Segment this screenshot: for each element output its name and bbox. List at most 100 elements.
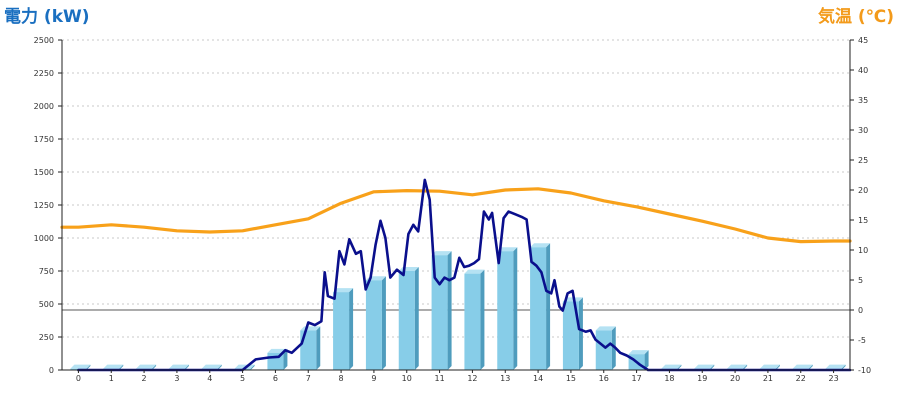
grid-lines [62,39,850,338]
power-bar-side [710,364,715,370]
power-bar-top [530,243,551,248]
right-tick-label: 35 [858,96,868,105]
left-tick-label: 0 [49,366,54,375]
power-bar-front [562,301,579,370]
x-tick-label: 18 [664,374,674,383]
power-bar-side [611,326,616,370]
power-bar-front [431,255,448,370]
x-tick-label: 10 [402,374,412,383]
left-tick-label: 1000 [34,234,54,243]
right-tick-label: -5 [858,336,866,345]
x-tick-label: 19 [697,374,707,383]
left-tick-label: 1250 [34,201,54,210]
right-axis-label: 気温 (℃) [817,7,894,27]
power-bar-front [300,330,317,370]
power-bar-16 [595,326,616,370]
left-tick-label: 1500 [34,168,54,177]
power-bar-top [628,350,649,355]
power-bar-top [661,364,682,369]
power-bar-side [152,364,157,370]
power-bar-side [677,364,682,370]
power-bar-top [103,364,124,369]
x-tick-label: 11 [434,374,444,383]
right-tick-label: 10 [858,246,868,255]
power-bar-13 [497,247,518,370]
right-tick-label: 20 [858,186,868,195]
power-bar-side [283,348,288,370]
tick-labels: 02505007501000125015001750200022502500-1… [34,36,871,383]
power-bar-side [644,350,649,370]
power-bar-front [365,280,382,370]
power-bar-side [250,364,255,370]
x-tick-label: 23 [828,374,838,383]
x-tick-label: 17 [631,374,641,383]
power-bar-top [464,269,485,274]
power-bar-side [578,297,583,370]
left-tick-label: 2000 [34,102,54,111]
power-bar-top [694,364,715,369]
right-tick-label: 5 [858,276,863,285]
x-tick-label: 3 [174,374,179,383]
power-bar-front [464,273,481,370]
x-tick-label: 8 [339,374,344,383]
power-bar-side [775,364,780,370]
right-tick-label: 25 [858,156,868,165]
right-tick-label: -10 [858,366,871,375]
right-tick-label: 45 [858,36,868,45]
left-tick-label: 250 [39,333,54,342]
power-bar-top [168,364,189,369]
power-bar-12 [464,269,485,370]
power-bar-top [792,364,813,369]
left-tick-label: 750 [39,267,54,276]
x-tick-label: 1 [109,374,114,383]
x-tick-label: 14 [533,374,543,383]
left-tick-label: 2500 [34,36,54,45]
power-bar-front [595,330,612,370]
power-series [77,178,852,372]
x-tick-label: 12 [467,374,477,383]
x-tick-label: 15 [566,374,576,383]
power-bar-side [841,364,846,370]
right-tick-label: 30 [858,126,868,135]
power-bar-side [546,243,551,370]
left-axis-label: 電力 (kW) [4,7,90,27]
power-bar-side [447,251,452,370]
power-bar-side [316,326,321,370]
power-bar-top [825,364,846,369]
x-tick-label: 5 [240,374,245,383]
x-tick-label: 0 [76,374,81,383]
x-tick-label: 22 [796,374,806,383]
x-tick-label: 21 [763,374,773,383]
power-bar-top [497,247,518,252]
power-bar-top [727,364,748,369]
left-tick-label: 1750 [34,135,54,144]
power-bar-side [119,364,124,370]
x-tick-label: 7 [306,374,311,383]
power-line [77,178,852,372]
power-bar-top [595,326,616,331]
x-tick-label: 2 [142,374,147,383]
power-bar-side [414,267,419,370]
power-bar-side [381,276,386,370]
left-tick-label: 500 [39,300,54,309]
power-bar-top [759,364,780,369]
right-tick-label: 0 [858,306,863,315]
left-tick-label: 2250 [34,69,54,78]
power-bar-side [86,364,91,370]
x-tick-label: 16 [599,374,609,383]
power-bar-side [808,364,813,370]
power-bar-10 [398,267,419,370]
power-bar-front [333,292,350,370]
right-tick-label: 40 [858,66,868,75]
power-bar-top [70,364,91,369]
power-bar-8 [333,288,354,370]
power-bar-top [431,251,452,256]
power-bar-side [513,247,518,370]
temperature-series [60,187,852,244]
power-bar-side [184,364,189,370]
power-bar-top [333,288,354,293]
power-bar-top [136,364,157,369]
power-bar-front [398,271,415,370]
x-tick-label: 13 [500,374,510,383]
